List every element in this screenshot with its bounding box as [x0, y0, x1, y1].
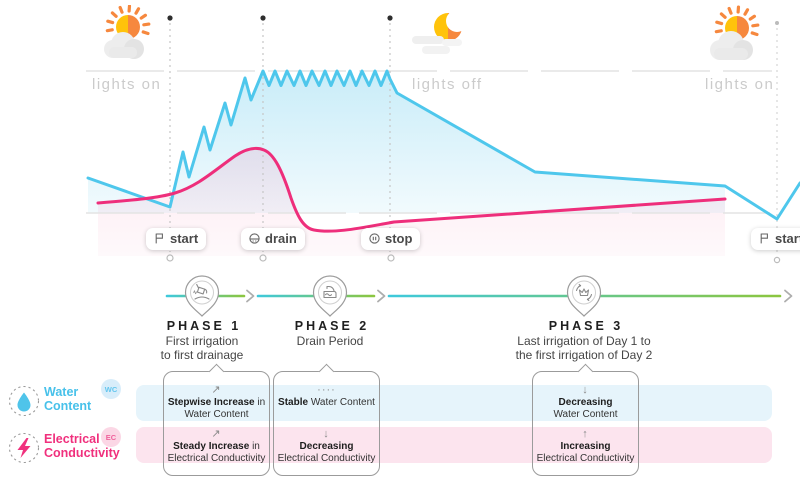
phase2-title: PHASE 2 — [294, 319, 370, 333]
phase2-pin — [312, 275, 348, 317]
moon-cloud-icon — [408, 6, 474, 62]
phase1-pin — [184, 275, 220, 317]
phase1-wc-summary: ↗ Stepwise Increase in Water Content — [165, 385, 268, 421]
stop-icon — [369, 233, 380, 244]
phase2-ec-summary: ↓ Decreasing Electrical Conductivity — [275, 429, 378, 465]
sun-cloud-icon-right — [694, 4, 778, 66]
flag-icon — [155, 233, 163, 244]
irrigation-icon — [193, 283, 210, 300]
flag-icon — [760, 233, 768, 244]
stop-marker-label: stop — [385, 231, 413, 246]
start-next-marker-label: start — [775, 231, 800, 246]
water-drop-icon — [7, 384, 41, 418]
phase1-desc: First irrigation to first drainage — [160, 334, 244, 363]
event-top-dots — [167, 15, 779, 25]
phase1-ec-summary: ↗ Steady Increase in Electrical Conducti… — [165, 429, 268, 465]
phase2-desc: Drain Period — [296, 334, 364, 348]
phase3-wc-summary: ↓ Decreasing Water Content — [534, 385, 637, 421]
drain-marker: drain — [241, 228, 305, 250]
start-marker: start — [146, 228, 207, 250]
phase3-title: PHASE 3 — [548, 319, 624, 333]
drain-marker-label: drain — [265, 231, 297, 246]
event-bottom-circles — [166, 254, 781, 264]
stable-dots-icon: ···· — [317, 384, 336, 396]
wc-badge: WC — [101, 379, 121, 399]
trend-down-icon: ↓ — [582, 384, 589, 396]
plant-cycle-icon — [575, 283, 593, 302]
phase3-pin — [566, 275, 602, 317]
phase3-summary-box: ↓ Decreasing Water Content ↑ Increasing … — [532, 371, 639, 476]
lights-on-label-left: lights on — [92, 76, 162, 93]
ec-legend-label: Electrical Conductivity — [44, 432, 120, 460]
phase2-wc-summary: ···· Stable Water Content — [275, 385, 378, 409]
drain-icon — [249, 233, 260, 244]
start-next-marker: start — [751, 228, 800, 250]
trend-down-icon: ↓ — [323, 428, 330, 440]
ec-curve — [96, 146, 727, 233]
water-content-curve — [86, 69, 800, 221]
phase3-ec-summary: ↑ Increasing Electrical Conductivity — [534, 429, 637, 465]
event-dashed-lines — [169, 23, 778, 253]
trend-up-icon: ↗ — [211, 384, 222, 396]
trend-up-icon: ↗ — [211, 428, 222, 440]
drain-period-icon — [323, 285, 337, 299]
stop-marker: stop — [361, 228, 421, 250]
phase2-summary-box: ···· Stable Water Content ↓ Decreasing E… — [273, 371, 380, 476]
lights-off-label: lights off — [412, 76, 483, 93]
lights-on-label-right: lights on — [705, 76, 775, 93]
ec-badge: EC — [101, 427, 121, 447]
phase1-title: PHASE 1 — [166, 319, 242, 333]
lightning-bolt-icon — [7, 431, 41, 465]
phase3-desc: Last irrigation of Day 1 to the first ir… — [515, 334, 653, 363]
timeline-chevrons — [246, 289, 793, 303]
phase-timeline — [165, 275, 793, 317]
trend-up-icon: ↑ — [582, 428, 589, 440]
start-marker-label: start — [170, 231, 199, 246]
phase1-summary-box: ↗ Stepwise Increase in Water Content ↗ S… — [163, 371, 270, 476]
water-content-legend-label: Water Content — [44, 385, 92, 413]
sun-cloud-icon — [95, 5, 157, 63]
